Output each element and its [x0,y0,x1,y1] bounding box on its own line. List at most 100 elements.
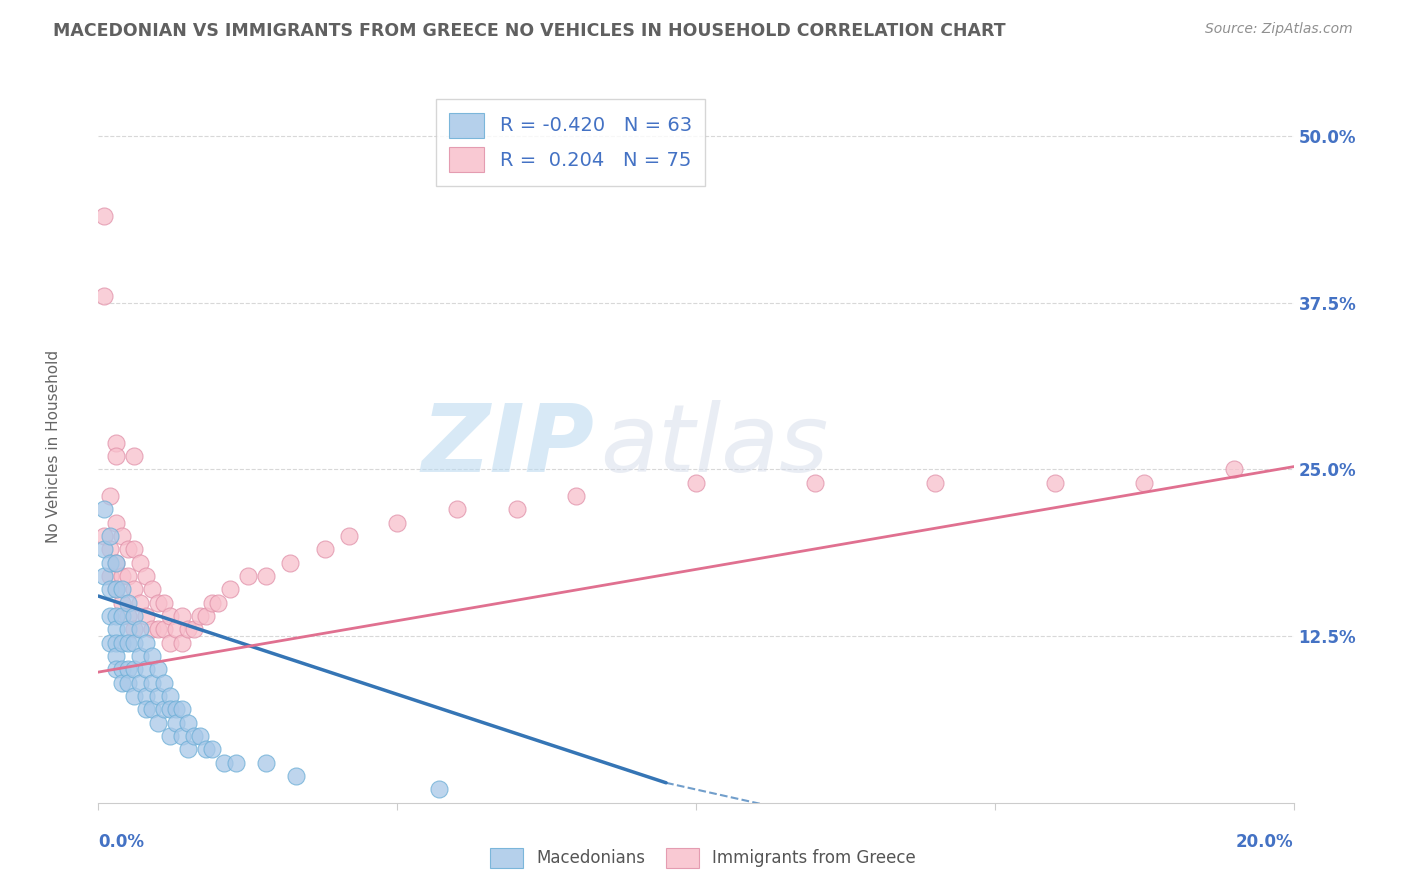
Point [135,569,157,583]
Point [172,636,194,650]
Point [124,662,146,676]
Point [135,702,157,716]
Point [124,623,146,637]
Point [1223,462,1246,476]
Point [924,475,946,490]
Point [141,702,163,716]
Point [153,623,176,637]
Point [93,289,115,303]
Point [129,675,152,690]
Point [225,756,247,770]
Point [153,702,176,716]
Point [98,582,122,597]
Point [148,662,170,676]
Point [565,489,588,503]
Point [219,582,242,597]
Point [165,702,187,716]
Point [124,689,146,703]
Point [165,623,187,637]
Point [117,623,139,637]
Point [135,689,157,703]
Point [385,516,409,530]
Point [315,542,337,557]
Point [685,475,707,490]
Point [183,623,205,637]
Point [105,556,128,570]
Point [212,756,235,770]
Point [183,729,205,743]
Point [1043,475,1066,490]
Point [339,529,361,543]
Point [105,649,128,664]
Point [93,569,115,583]
Point [201,596,224,610]
Point [141,582,163,597]
Point [124,582,146,597]
Point [117,609,139,624]
Text: Source: ZipAtlas.com: Source: ZipAtlas.com [1205,22,1353,37]
Point [172,729,194,743]
Point [148,623,170,637]
Point [129,556,152,570]
Point [172,702,194,716]
Point [98,556,122,570]
Point [117,675,139,690]
Point [141,649,163,664]
Point [427,782,450,797]
Point [98,542,122,557]
Point [98,529,122,543]
Point [506,502,529,516]
Legend: R = -0.420   N = 63, R =  0.204   N = 75: R = -0.420 N = 63, R = 0.204 N = 75 [436,99,706,186]
Point [254,756,277,770]
Point [124,542,146,557]
Point [98,636,122,650]
Point [195,609,218,624]
Point [105,435,128,450]
Point [207,596,229,610]
Point [159,636,181,650]
Point [278,556,301,570]
Point [111,569,134,583]
Point [105,516,128,530]
Point [105,636,128,650]
Point [98,609,122,624]
Point [98,569,122,583]
Text: No Vehicles in Household: No Vehicles in Household [45,350,60,542]
Point [105,623,128,637]
Point [117,662,139,676]
Point [177,742,200,756]
Point [111,529,134,543]
Point [98,489,122,503]
Point [141,623,163,637]
Point [111,596,134,610]
Point [105,582,128,597]
Point [111,675,134,690]
Point [135,636,157,650]
Text: 20.0%: 20.0% [1236,833,1294,851]
Point [129,649,152,664]
Point [129,623,152,637]
Point [177,623,200,637]
Point [105,449,128,463]
Point [148,689,170,703]
Point [124,449,146,463]
Point [124,636,146,650]
Point [93,502,115,516]
Point [117,596,139,610]
Point [165,715,187,730]
Text: ZIP: ZIP [422,400,595,492]
Point [117,569,139,583]
Point [135,609,157,624]
Point [159,609,181,624]
Text: MACEDONIAN VS IMMIGRANTS FROM GREECE NO VEHICLES IN HOUSEHOLD CORRELATION CHART: MACEDONIAN VS IMMIGRANTS FROM GREECE NO … [53,22,1007,40]
Point [111,609,134,624]
Point [172,609,194,624]
Point [117,636,139,650]
Point [105,609,128,624]
Point [153,675,176,690]
Point [93,542,115,557]
Point [236,569,259,583]
Point [135,662,157,676]
Text: atlas: atlas [600,401,828,491]
Point [153,596,176,610]
